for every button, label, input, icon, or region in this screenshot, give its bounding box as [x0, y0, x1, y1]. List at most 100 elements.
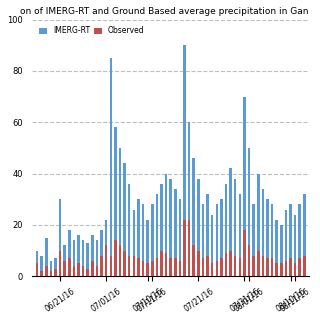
Bar [128, 184, 131, 276]
Bar [220, 199, 223, 276]
Bar [179, 199, 181, 276]
Bar [197, 179, 200, 276]
Bar [211, 263, 213, 276]
Bar [165, 253, 167, 276]
Bar [132, 210, 135, 276]
Bar [114, 127, 117, 276]
Bar [146, 263, 149, 276]
Bar [234, 256, 236, 276]
Bar [82, 240, 84, 276]
Bar [68, 258, 70, 276]
Bar [59, 251, 61, 276]
Bar [280, 263, 283, 276]
Bar [77, 235, 80, 276]
Bar [206, 194, 209, 276]
Bar [137, 258, 140, 276]
Bar [114, 240, 117, 276]
Bar [289, 258, 292, 276]
Bar [151, 261, 154, 276]
Bar [215, 261, 218, 276]
Bar [211, 215, 213, 276]
Bar [225, 253, 227, 276]
Bar [77, 263, 80, 276]
Bar [248, 148, 250, 276]
Bar [252, 204, 255, 276]
Bar [238, 194, 241, 276]
Bar [54, 258, 57, 276]
Bar [128, 256, 131, 276]
Bar [192, 158, 195, 276]
Bar [82, 266, 84, 276]
Bar [105, 245, 108, 276]
Bar [284, 261, 287, 276]
Bar [248, 245, 250, 276]
Bar [109, 256, 112, 276]
Bar [261, 256, 264, 276]
Bar [96, 266, 98, 276]
Bar [86, 268, 89, 276]
Bar [225, 184, 227, 276]
Bar [169, 179, 172, 276]
Bar [238, 258, 241, 276]
Bar [257, 173, 260, 276]
Bar [188, 220, 190, 276]
Bar [174, 258, 177, 276]
Bar [50, 271, 52, 276]
Bar [100, 230, 103, 276]
Bar [234, 179, 236, 276]
Bar [202, 258, 204, 276]
Text: on of IMERG-RT and Ground Based average precipitation in Gan: on of IMERG-RT and Ground Based average … [20, 7, 309, 16]
Bar [96, 240, 98, 276]
Bar [73, 240, 75, 276]
Bar [188, 122, 190, 276]
Bar [271, 204, 273, 276]
Bar [109, 58, 112, 276]
Bar [276, 220, 278, 276]
Bar [50, 261, 52, 276]
Bar [156, 194, 158, 276]
Bar [36, 263, 38, 276]
Legend: IMERG-RT, Observed: IMERG-RT, Observed [36, 23, 148, 38]
Bar [303, 194, 306, 276]
Bar [294, 263, 296, 276]
Bar [202, 204, 204, 276]
Bar [146, 220, 149, 276]
Bar [91, 235, 93, 276]
Bar [100, 256, 103, 276]
Bar [229, 168, 232, 276]
Bar [252, 256, 255, 276]
Bar [165, 173, 167, 276]
Bar [179, 261, 181, 276]
Bar [137, 199, 140, 276]
Bar [63, 245, 66, 276]
Bar [142, 204, 144, 276]
Bar [73, 266, 75, 276]
Bar [261, 189, 264, 276]
Bar [40, 256, 43, 276]
Bar [68, 230, 70, 276]
Bar [45, 266, 47, 276]
Bar [299, 204, 301, 276]
Bar [123, 251, 126, 276]
Bar [294, 215, 296, 276]
Bar [243, 97, 246, 276]
Bar [220, 258, 223, 276]
Bar [197, 251, 200, 276]
Bar [243, 230, 246, 276]
Bar [119, 148, 121, 276]
Bar [271, 258, 273, 276]
Bar [284, 210, 287, 276]
Bar [86, 243, 89, 276]
Bar [156, 258, 158, 276]
Bar [215, 204, 218, 276]
Bar [266, 258, 269, 276]
Bar [192, 245, 195, 276]
Bar [266, 199, 269, 276]
Bar [151, 204, 154, 276]
Bar [91, 261, 93, 276]
Bar [45, 238, 47, 276]
Bar [229, 251, 232, 276]
Bar [160, 184, 163, 276]
Bar [303, 256, 306, 276]
Bar [257, 251, 260, 276]
